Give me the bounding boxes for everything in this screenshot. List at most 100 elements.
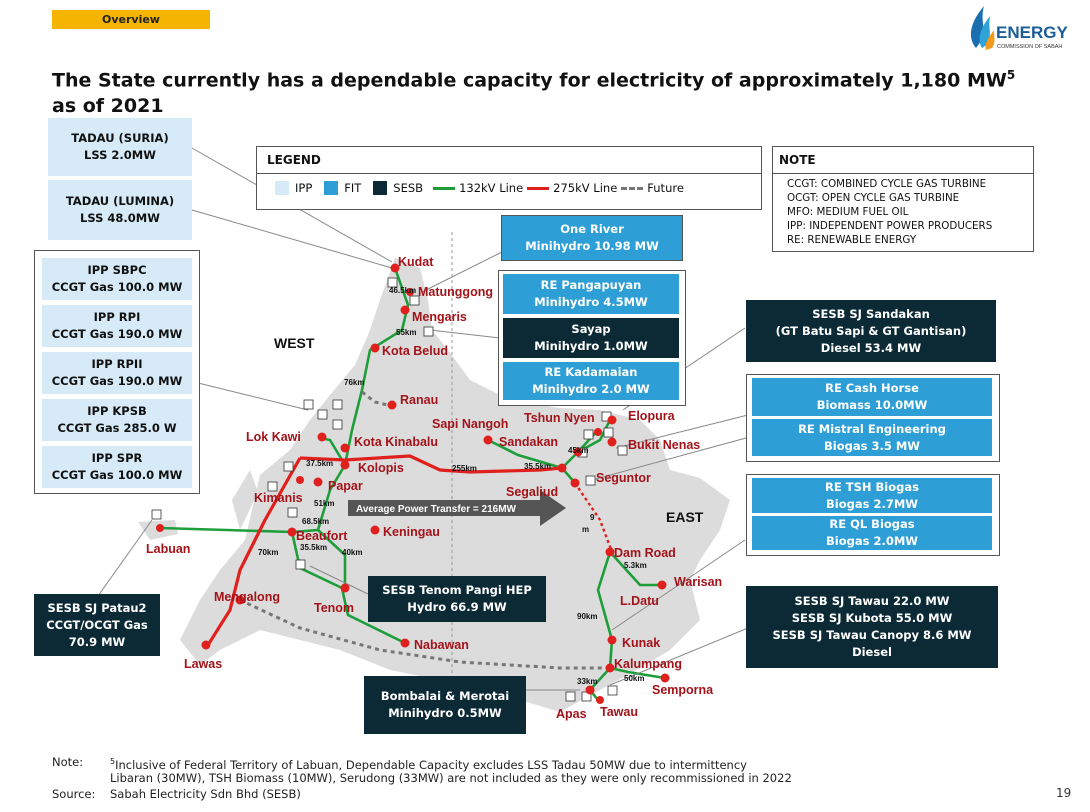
- dist-label: 5.3km: [624, 561, 647, 570]
- dist-label: 50km: [624, 674, 644, 683]
- ipp-kpsb-box: IPP KPSB CCGT Gas 285.0 W: [42, 399, 192, 441]
- footer-note-label: Note:: [52, 755, 84, 769]
- label-lawas: Lawas: [184, 657, 222, 671]
- label-dam-road: Dam Road: [614, 546, 676, 560]
- tadau-suria-box: TADAU (SURIA) LSS 2.0MW: [48, 118, 192, 176]
- label-l-datu: L.Datu: [620, 594, 659, 608]
- note-box: NOTE CCGT: COMBINED CYCLE GAS TURBINE OC…: [772, 146, 1034, 252]
- label-nabawan: Nabawan: [414, 638, 469, 652]
- note-line: CCGT: COMBINED CYCLE GAS TURBINE: [787, 178, 987, 190]
- label-kota-kinabalu: Kota Kinabalu: [354, 435, 438, 449]
- dist-label: 40km: [342, 548, 362, 557]
- footer-source-label: Source:: [52, 787, 96, 801]
- note-line: OCGT: OPEN CYCLE GAS TURBINE: [787, 192, 960, 204]
- substation-nodes: [156, 263, 670, 704]
- label-tenom: Tenom: [314, 601, 354, 615]
- dist-label: 45km: [568, 446, 588, 455]
- re-tsh-box: RE TSH Biogas Biogas 2.7MW: [752, 478, 992, 513]
- sayap-box: Sayap Minihydro 1.0MW: [503, 318, 679, 358]
- line-132kv-network: [159, 267, 666, 701]
- legend-box: LEGEND IPP FIT SESB 132kV Line 275kV Lin…: [256, 146, 762, 210]
- dist-label: 35.5km: [300, 543, 327, 552]
- sesb-tenom-box: SESB Tenom Pangi HEP Hydro 66.9 MW: [368, 576, 546, 622]
- label-tawau: Tawau: [600, 705, 638, 719]
- ipp-swatch: [275, 181, 289, 195]
- note-line: RE: RENEWABLE ENERGY: [787, 234, 917, 246]
- footer-source-text: Sabah Electricity Sdn Bhd (SESB): [110, 787, 301, 801]
- footer-note-line1: 5Inclusive of Federal Territory of Labua…: [110, 757, 747, 772]
- label-sandakan: Sandakan: [499, 435, 558, 449]
- logo-text: ENERGY: [996, 23, 1068, 42]
- legend-future: Future: [647, 181, 684, 195]
- dist-label: 33km: [577, 677, 597, 686]
- page-number: 19: [1056, 786, 1072, 800]
- ipp-sbpc-box: IPP SBPC CCGT Gas 100.0 MW: [42, 258, 192, 300]
- dist-label: 76km: [344, 378, 364, 387]
- dist-label: 51km: [314, 499, 334, 508]
- label-kalumpang: Kalumpang: [614, 657, 682, 671]
- label-kimanis: Kimanis: [254, 491, 303, 505]
- power-transfer-label: Average Power Transfer = 216MW: [356, 504, 517, 515]
- label-bukit-nenas: Bukit Nenas: [628, 438, 700, 452]
- ipp-spr-box: IPP SPR CCGT Gas 100.0 MW: [42, 446, 192, 488]
- re-pangapuyan-box: RE Pangapuyan Minihydro 4.5MW: [503, 274, 679, 314]
- label-segaliud: Segaliud: [506, 485, 558, 499]
- page-title: The State currently has a dependable cap…: [52, 68, 1016, 118]
- dist-label: 90km: [577, 612, 597, 621]
- label-apas: Apas: [556, 707, 587, 721]
- label-west-region: WEST: [274, 335, 315, 351]
- label-kolopis: Kolopis: [358, 461, 404, 475]
- re-kadamaian-box: RE Kadamaian Minihydro 2.0 MW: [503, 362, 679, 400]
- dist-label: 37.5km: [306, 459, 333, 468]
- future-swatch: [621, 186, 644, 190]
- dist-label: 255km: [452, 464, 477, 473]
- label-elopura: Elopura: [628, 409, 676, 423]
- label-kota-belud: Kota Belud: [382, 344, 448, 358]
- note-line: IPP: INDEPENDENT POWER PRODUCERS: [787, 220, 993, 232]
- line132-swatch: [433, 186, 456, 190]
- generator-markers: [151, 277, 628, 702]
- dist-label: 70km: [258, 548, 278, 557]
- sesb-tawau-box: SESB SJ Tawau 22.0 MW SESB SJ Kubota 55.0…: [746, 586, 998, 668]
- dist-label: 9: [590, 513, 595, 522]
- label-papar: Papar: [328, 479, 363, 493]
- footer-note-line2: Libaran (30MW), TSH Biomass (10MW), Seru…: [110, 771, 792, 785]
- logo-subtext: COMMISSION OF SABAH: [997, 44, 1062, 50]
- energy-commission-logo: ENERGY COMMISSION OF SABAH: [970, 6, 1068, 50]
- dist-label: 35.5km: [524, 462, 551, 471]
- label-labuan: Labuan: [146, 542, 190, 556]
- legend-row: IPP FIT SESB 132kV Line 275kV Line Futur…: [275, 181, 684, 195]
- sesb-patau2-box: SESB SJ Patau2 CCGT/OCGT Gas 70.9 MW: [34, 594, 160, 656]
- label-sapi-nangoh: Sapi Nangoh: [432, 417, 508, 431]
- legend-fit: FIT: [344, 181, 362, 195]
- label-ranau: Ranau: [400, 393, 438, 407]
- legend-title: LEGEND: [267, 153, 321, 167]
- label-matunggong: Matunggong: [418, 285, 493, 299]
- legend-ipp: IPP: [295, 181, 313, 195]
- note-line: MFO: MEDIUM FUEL OIL: [787, 206, 909, 218]
- label-beaufort: Beaufort: [296, 529, 348, 543]
- legend-sesb: SESB: [393, 181, 424, 195]
- line-future-network: [239, 390, 610, 670]
- label-mengalong: Mengalong: [214, 590, 280, 604]
- dist-label: m: [582, 525, 589, 534]
- label-seguntor: Seguntor: [596, 471, 651, 485]
- label-kunak: Kunak: [622, 636, 660, 650]
- power-transfer-arrow: [348, 490, 566, 526]
- dist-label: 68.5km: [302, 517, 329, 526]
- bombalai-box: Bombalai & Merotai Minihydro 0.5MW: [364, 676, 526, 734]
- re-mistral-box: RE Mistral Engineering Biogas 3.5 MW: [752, 419, 992, 456]
- note-title: NOTE: [779, 153, 816, 167]
- fit-swatch: [324, 181, 339, 195]
- re-cash-horse-box: RE Cash Horse Biomass 10.0MW: [752, 378, 992, 416]
- dist-label: 46.5km: [389, 286, 416, 295]
- label-mengaris: Mengaris: [412, 310, 467, 324]
- section-tag: Overview: [52, 10, 210, 29]
- line-275kv-network: [206, 454, 563, 646]
- label-keningau: Keningau: [383, 525, 440, 539]
- sesb-sandakan-box: SESB SJ Sandakan (GT Batu Sapi & GT Ganti…: [746, 300, 996, 362]
- re-ql-box: RE QL Biogas Biogas 2.0MW: [752, 516, 992, 550]
- label-kudat: Kudat: [398, 255, 434, 269]
- line275-swatch: [527, 186, 550, 190]
